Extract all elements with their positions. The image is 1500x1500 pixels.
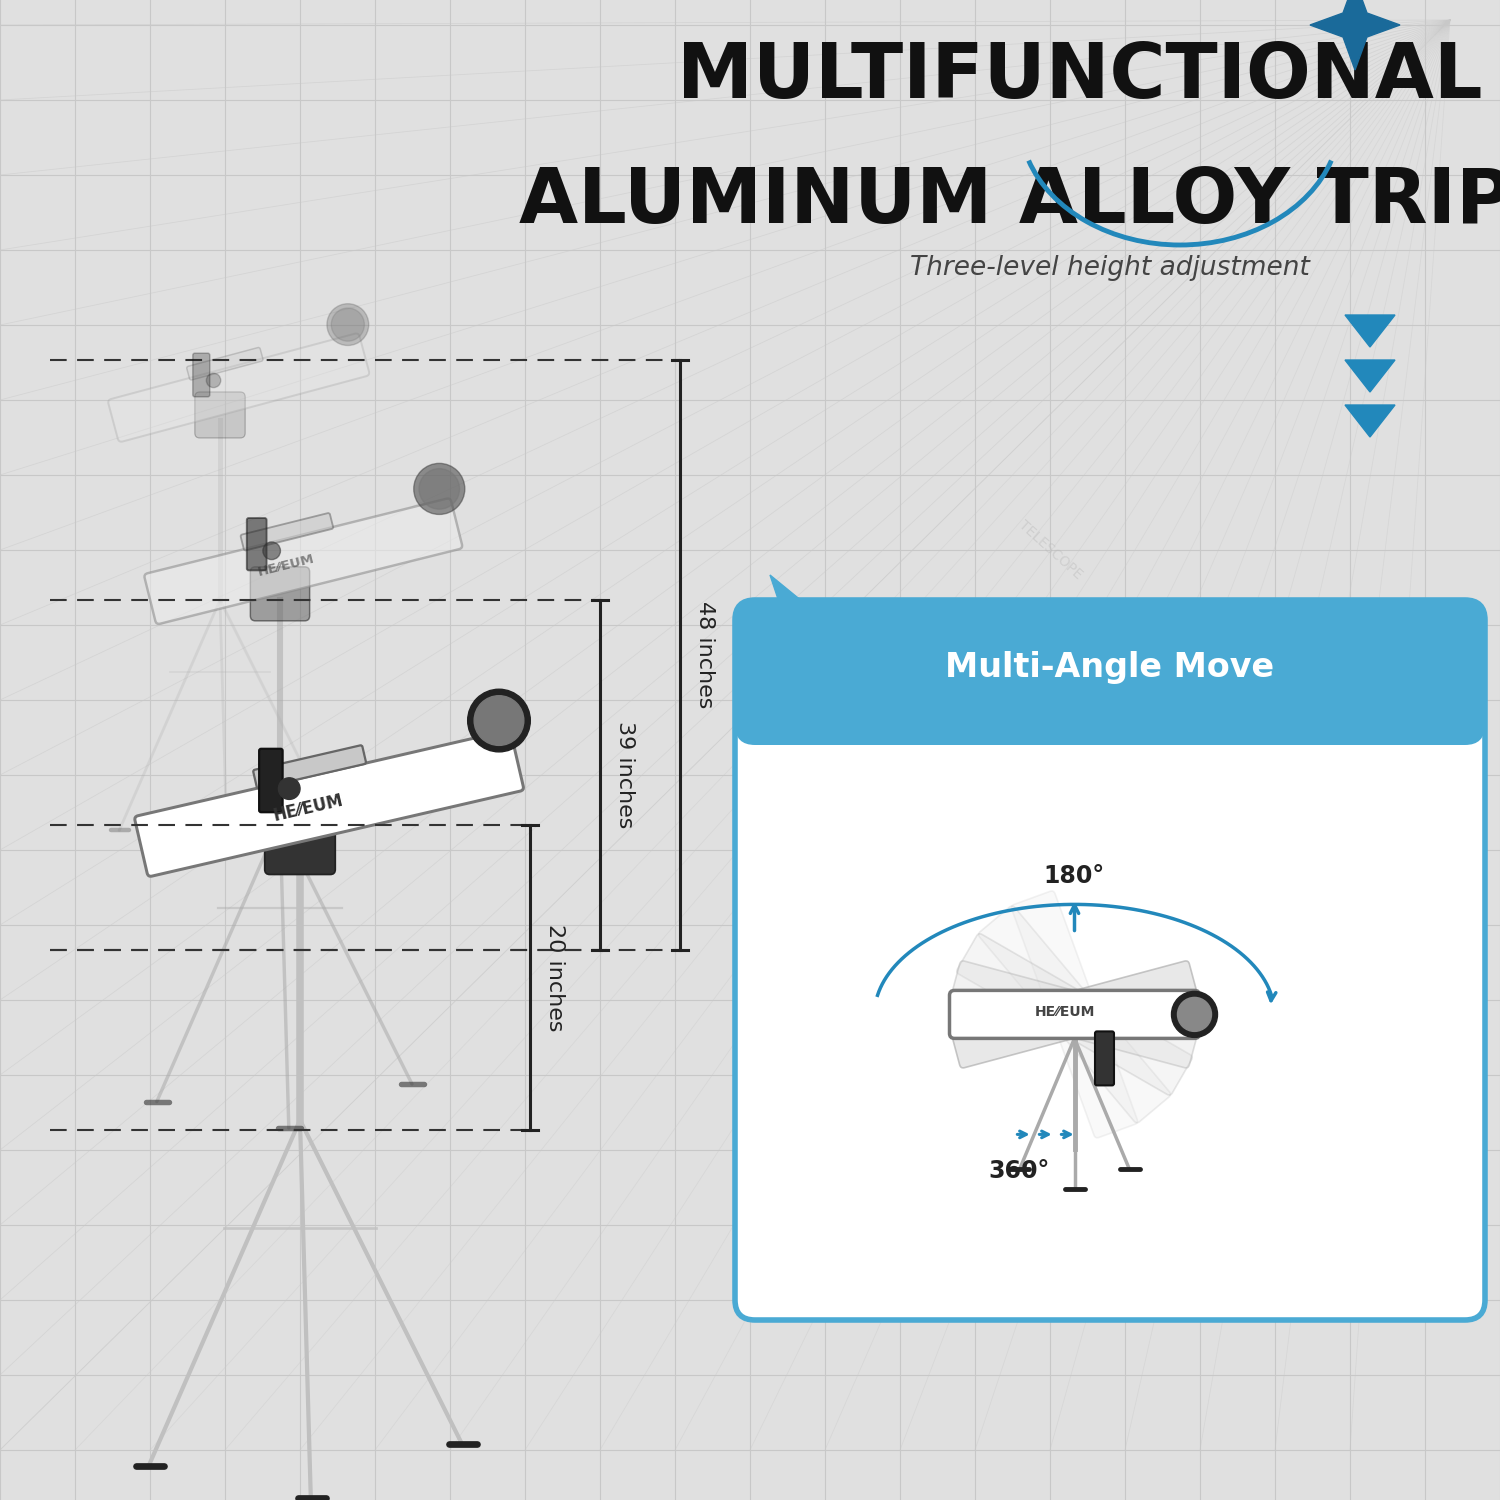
FancyBboxPatch shape <box>240 513 333 550</box>
Text: 48 inches: 48 inches <box>694 602 715 708</box>
FancyBboxPatch shape <box>144 498 462 624</box>
Text: 180°: 180° <box>1044 864 1106 888</box>
FancyBboxPatch shape <box>186 348 262 380</box>
FancyBboxPatch shape <box>194 352 210 398</box>
Circle shape <box>419 468 459 509</box>
Polygon shape <box>1346 405 1395 436</box>
FancyBboxPatch shape <box>950 990 1200 1038</box>
Text: 39 inches: 39 inches <box>615 722 634 828</box>
FancyBboxPatch shape <box>266 810 334 874</box>
FancyBboxPatch shape <box>1011 891 1137 1138</box>
Text: TELESCOPE: TELESCOPE <box>1116 648 1185 712</box>
Circle shape <box>468 688 531 752</box>
Text: Multi-Angle Move: Multi-Angle Move <box>945 651 1275 684</box>
Circle shape <box>262 542 280 560</box>
FancyBboxPatch shape <box>950 962 1200 1068</box>
Circle shape <box>1178 998 1212 1032</box>
FancyBboxPatch shape <box>254 746 366 789</box>
Circle shape <box>332 308 364 340</box>
FancyBboxPatch shape <box>951 992 1198 1038</box>
Text: HE⁄⁄EUM: HE⁄⁄EUM <box>272 792 345 825</box>
Text: MULTIFUNCTIONAL: MULTIFUNCTIONAL <box>678 40 1482 114</box>
Polygon shape <box>770 574 825 620</box>
Text: 20 inches: 20 inches <box>544 924 566 1032</box>
Text: TELESCOPE: TELESCOPE <box>1016 518 1084 582</box>
FancyBboxPatch shape <box>108 333 369 441</box>
FancyBboxPatch shape <box>1095 1032 1114 1086</box>
Text: 360°: 360° <box>988 1160 1050 1184</box>
FancyBboxPatch shape <box>251 567 309 621</box>
Text: Three-level height adjustment: Three-level height adjustment <box>910 255 1310 280</box>
FancyBboxPatch shape <box>957 933 1192 1095</box>
Text: ALUMINUM ALLOY TRIPOD: ALUMINUM ALLOY TRIPOD <box>519 165 1500 238</box>
Circle shape <box>207 374 220 387</box>
FancyBboxPatch shape <box>260 748 282 812</box>
Circle shape <box>327 303 369 345</box>
Circle shape <box>279 778 300 800</box>
Circle shape <box>474 696 524 746</box>
Circle shape <box>1172 992 1218 1038</box>
Polygon shape <box>1346 315 1395 346</box>
FancyBboxPatch shape <box>248 518 267 570</box>
FancyBboxPatch shape <box>978 906 1170 1124</box>
Polygon shape <box>1346 360 1395 392</box>
FancyBboxPatch shape <box>950 962 1200 1068</box>
FancyBboxPatch shape <box>735 600 1485 1320</box>
Text: HE⁄⁄EUM: HE⁄⁄EUM <box>1035 1005 1095 1020</box>
Text: HE⁄⁄EUM: HE⁄⁄EUM <box>256 552 316 579</box>
FancyBboxPatch shape <box>135 730 524 876</box>
Polygon shape <box>1310 0 1400 70</box>
FancyBboxPatch shape <box>195 392 244 438</box>
Circle shape <box>414 464 465 514</box>
FancyBboxPatch shape <box>735 600 1485 746</box>
